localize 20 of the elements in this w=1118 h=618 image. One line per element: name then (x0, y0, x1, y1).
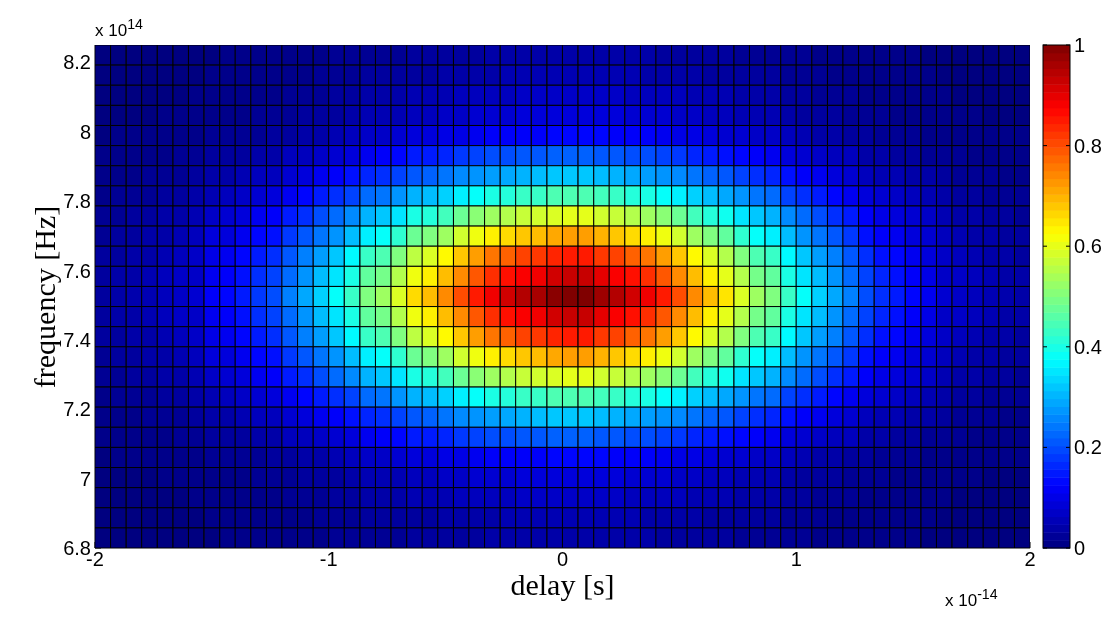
color-bar-label: 1 (1074, 34, 1086, 56)
x-tick-label: 0 (556, 548, 569, 571)
y-tick-label: 7.2 (63, 398, 91, 421)
x-tick-label: -1 (319, 548, 338, 571)
color-bar-label: 0.4 (1074, 335, 1102, 358)
x-tick-label: 1 (790, 548, 802, 571)
text: x 10$^{14}$ (95, 16, 143, 41)
y-tick-label: 8 (79, 120, 91, 143)
text: x 10$^{-14}$ (945, 586, 998, 611)
x-tick-label: 2 (1024, 548, 1036, 571)
y-tick-label: 7.8 (63, 190, 91, 213)
x-axis-title: delay [s] (510, 568, 615, 601)
color-bar-label: 0.6 (1074, 235, 1102, 258)
y-axis-title: frequency [Hz] (28, 205, 62, 388)
y-tick-label: 7.6 (63, 259, 91, 282)
color-bar-label: 0.8 (1074, 134, 1102, 157)
color-bar-label: 0.2 (1074, 436, 1102, 459)
y-tick-label: 7 (79, 467, 91, 490)
y-tick-label: 8.2 (63, 51, 91, 74)
y-tick-label: 7.4 (63, 328, 91, 351)
